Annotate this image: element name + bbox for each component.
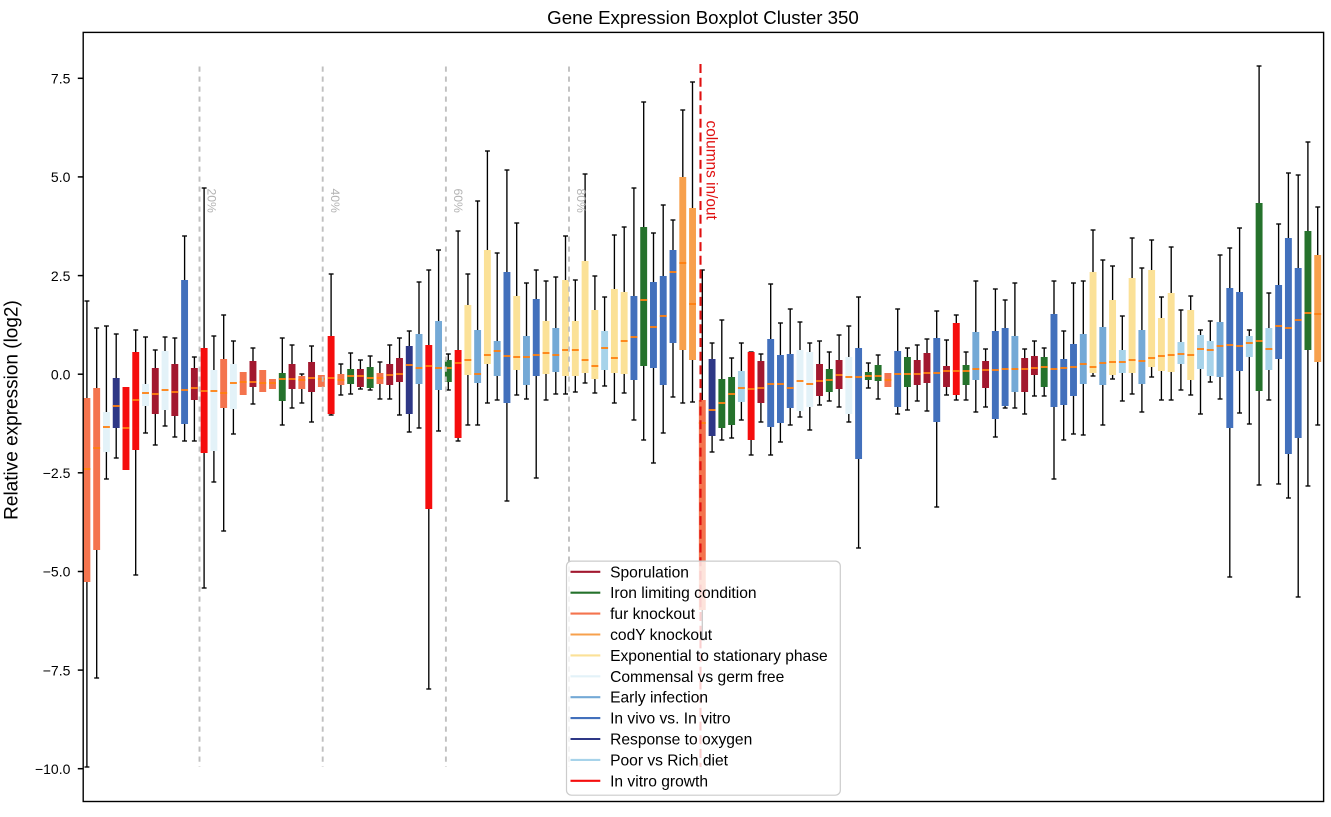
- svg-text:Poor vs Rich diet: Poor vs Rich diet: [610, 752, 729, 769]
- svg-text:fur knockout: fur knockout: [610, 606, 696, 623]
- svg-text:Iron limiting condition: Iron limiting condition: [610, 585, 756, 602]
- svg-text:0.0: 0.0: [51, 366, 71, 382]
- svg-text:5.0: 5.0: [51, 169, 71, 185]
- svg-text:Response to oxygen: Response to oxygen: [610, 732, 752, 749]
- svg-text:−2.5: −2.5: [43, 465, 71, 481]
- svg-text:7.5: 7.5: [51, 71, 71, 87]
- svg-text:codY knockout: codY knockout: [610, 627, 713, 644]
- svg-text:Commensal vs germ free: Commensal vs germ free: [610, 669, 784, 686]
- svg-text:−5.0: −5.0: [43, 564, 71, 580]
- svg-text:Sporulation: Sporulation: [610, 564, 689, 581]
- svg-text:In vitro growth: In vitro growth: [610, 773, 708, 790]
- svg-text:40%: 40%: [328, 189, 342, 214]
- svg-text:60%: 60%: [451, 189, 465, 214]
- svg-text:20%: 20%: [205, 189, 219, 214]
- svg-text:Exponential to stationary phas: Exponential to stationary phase: [610, 648, 828, 665]
- svg-text:columns in/out: columns in/out: [703, 121, 720, 221]
- svg-text:In vivo vs. In vitro: In vivo vs. In vitro: [610, 711, 731, 728]
- svg-text:−7.5: −7.5: [43, 662, 71, 678]
- svg-text:2.5: 2.5: [51, 268, 71, 284]
- svg-text:Gene Expression Boxplot Cluste: Gene Expression Boxplot Cluster 350: [547, 7, 859, 28]
- svg-text:−10.0: −10.0: [35, 761, 71, 777]
- svg-text:Early infection: Early infection: [610, 690, 708, 707]
- svg-text:Relative expression (log2): Relative expression (log2): [2, 300, 23, 520]
- svg-text:80%: 80%: [574, 189, 588, 214]
